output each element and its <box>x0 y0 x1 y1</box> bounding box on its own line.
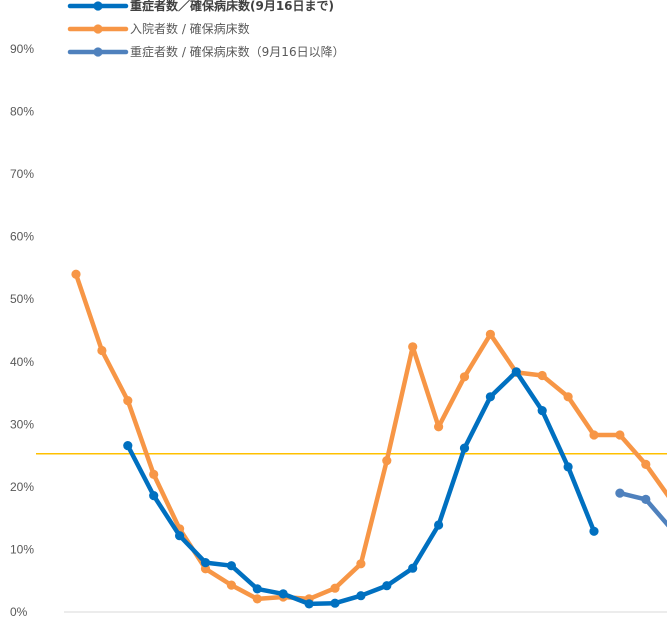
data-point <box>149 491 159 501</box>
data-point <box>252 594 262 604</box>
data-point <box>511 367 521 377</box>
y-tick-label: 60% <box>10 230 34 244</box>
data-point <box>563 392 573 402</box>
data-point <box>459 372 470 382</box>
data-point <box>589 526 599 536</box>
series-2 <box>71 269 667 604</box>
series-line <box>125 369 597 607</box>
data-point <box>382 456 392 466</box>
legend-swatch-marker <box>93 24 103 34</box>
data-point <box>589 430 599 440</box>
legend-item-2: 入院者数 / 確保病床数 <box>67 21 250 36</box>
y-tick-label: 10% <box>10 542 34 556</box>
series-1 <box>123 367 599 609</box>
data-point <box>200 558 211 568</box>
data-point <box>71 269 81 279</box>
y-tick-label: 50% <box>10 292 34 306</box>
data-point <box>97 345 107 356</box>
data-point <box>485 329 495 339</box>
data-point <box>252 584 262 594</box>
data-point <box>226 580 236 590</box>
data-point <box>615 488 625 498</box>
y-tick-label: 20% <box>10 480 34 494</box>
legend-swatch-marker <box>93 1 103 11</box>
data-point <box>123 396 133 406</box>
plot-area <box>36 269 667 613</box>
y-tick-label: 30% <box>10 417 34 431</box>
data-point <box>408 563 418 573</box>
data-point <box>226 561 236 571</box>
data-point <box>485 392 495 402</box>
data-point <box>615 430 625 440</box>
data-point <box>330 583 340 593</box>
data-point <box>563 462 573 472</box>
data-point <box>123 441 133 451</box>
data-point <box>459 443 470 453</box>
series-line <box>73 271 667 602</box>
y-tick-label: 70% <box>10 167 34 181</box>
data-point <box>149 469 159 479</box>
data-point <box>175 531 185 541</box>
data-point <box>382 581 392 591</box>
data-point <box>304 599 314 609</box>
data-point <box>356 559 366 569</box>
data-point <box>434 520 444 530</box>
y-axis-ticks: 0% 10% 20% 30% 40% 50% 60% 70% 80% 90% <box>10 42 34 619</box>
legend-item-3: 重症者数 / 確保病床数（9月16日以降） <box>67 44 345 59</box>
data-point <box>278 589 288 599</box>
data-point <box>537 406 547 416</box>
series-line <box>617 490 667 528</box>
data-point <box>434 422 444 432</box>
data-point <box>641 494 651 504</box>
data-point <box>537 370 547 381</box>
data-point <box>641 459 651 469</box>
legend-item-1: 重症者数／確保病床数(9月16日まで) <box>67 0 334 13</box>
data-point <box>356 591 366 601</box>
legend-label: 重症者数／確保病床数(9月16日まで) <box>130 0 334 13</box>
y-tick-label: 80% <box>10 105 34 119</box>
y-tick-label: 90% <box>10 42 34 56</box>
legend-label: 入院者数 / 確保病床数 <box>130 21 250 36</box>
legend-label: 重症者数 / 確保病床数（9月16日以降） <box>130 44 345 59</box>
y-tick-label: 0% <box>10 605 28 619</box>
legend-swatch-marker <box>93 47 103 57</box>
series-3 <box>615 488 667 528</box>
data-point <box>408 342 418 352</box>
data-point <box>330 598 340 608</box>
y-tick-label: 40% <box>10 355 34 369</box>
